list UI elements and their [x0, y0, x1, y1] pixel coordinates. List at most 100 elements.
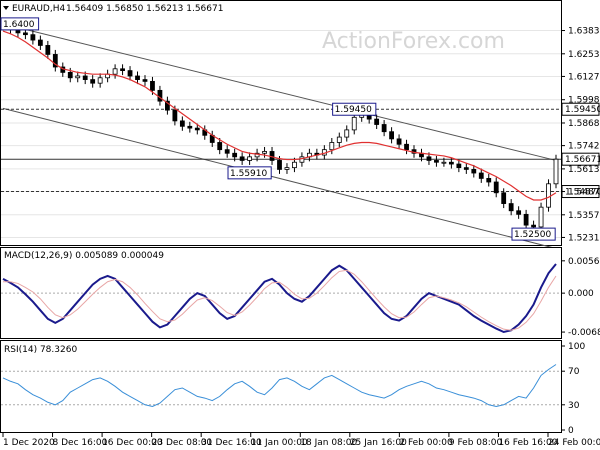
candle-body: [239, 156, 245, 161]
candle-body: [90, 79, 96, 84]
axis-tick-label: 0.000: [568, 289, 594, 299]
candle-body: [531, 224, 536, 228]
annotation-box: [0, 17, 40, 31]
candle-body: [187, 125, 193, 129]
candle-body: [553, 158, 559, 185]
time-tick-label: 16 Dec 00:00: [102, 438, 163, 448]
candle-body: [441, 161, 447, 164]
candle-body: [538, 206, 544, 228]
rsi-line: [2, 364, 557, 408]
watermark: ActionForex.com: [322, 29, 505, 54]
price-header: EURAUD,H4 1.56409 1.56850 1.56213 1.5667…: [3, 4, 223, 14]
candle-body: [112, 68, 118, 75]
rsi-panel-frame: [0, 340, 562, 433]
axis-tick-label: -0.006812: [568, 328, 600, 338]
price-tick-label: 1.56130: [568, 165, 600, 175]
candle-body: [262, 151, 267, 154]
candle-body: [52, 54, 58, 68]
annotations: 1.6400 1.59450 1.55910 1.52500: [0, 17, 556, 241]
candle-body: [404, 143, 409, 151]
candle-body: [45, 45, 51, 55]
signal-line: [3, 269, 557, 331]
candle-body: [127, 70, 133, 77]
macd-axis: 0.005656 0.000 -0.006812: [561, 257, 600, 338]
axis-tick-label: 0: [568, 426, 574, 436]
candle-body: [426, 156, 432, 161]
candle-body: [82, 75, 88, 80]
candle-body: [142, 79, 148, 82]
time-tick-label: 18 Jan 08:00: [300, 438, 357, 448]
candle-body: [508, 203, 514, 212]
candle-body: [172, 109, 178, 122]
candle-body: [463, 167, 469, 170]
candle-body: [194, 127, 200, 131]
rsi-title: RSI(14) 78.3260: [4, 345, 77, 355]
candle-body: [381, 124, 387, 133]
price-panel: ActionForex.com 1.59450 1.56671 1.54870 1.…: [0, 0, 600, 249]
price-tick-label: 1.54870: [568, 188, 600, 198]
rsi-lines: [2, 364, 557, 408]
channel-lower-line: [2, 107, 557, 249]
rsi-grid: [1, 370, 561, 406]
candle-body: [516, 210, 522, 215]
price-tick-label: 1.63830: [568, 27, 600, 37]
candle-body: [448, 161, 454, 165]
candle-body: [351, 116, 357, 131]
candle-body: [23, 32, 28, 36]
ohlc-quote: 1.56409 1.56850 1.56213 1.56671: [66, 4, 223, 14]
time-tick-label: 16 Feb 16:00: [498, 438, 557, 448]
candle-body: [389, 131, 394, 140]
candle-body: [247, 156, 253, 161]
annotation-label: 1.59450: [335, 105, 372, 115]
time-tick-label: 9 Feb 08:00: [449, 438, 503, 448]
channel-lines: [2, 23, 557, 249]
axis-tick-label: 30: [568, 401, 580, 411]
candles: [0, 19, 559, 232]
candle-body: [179, 120, 185, 127]
candle-body: [396, 138, 402, 145]
sma-line-group: [2, 30, 557, 201]
candle-body: [493, 181, 499, 194]
level-label-box: [561, 152, 600, 166]
time-tick-label: 11 Jan 00:00: [251, 438, 308, 448]
time-tick-label: 23 Dec 08:00: [152, 438, 213, 448]
candle-body: [232, 152, 238, 158]
macd-line: [2, 263, 557, 334]
price-tick-label: 1.52315: [568, 233, 600, 243]
candle-body: [254, 152, 260, 158]
price-tick-label: 1.59980: [568, 96, 600, 106]
horizontal-levels: 1.59450 1.56671 1.54870: [1, 102, 600, 199]
price-tick-label: 1.57425: [568, 142, 600, 152]
candle-body: [478, 172, 484, 179]
annotation-label: 1.55910: [230, 169, 267, 179]
level-label-box: [561, 102, 600, 116]
candle-body: [434, 160, 439, 163]
annotation-label: 1.52500: [514, 230, 551, 240]
price-axis: 1.63830 1.62535 1.61275 1.59980 1.58685 1.574…: [561, 27, 600, 243]
macd-title: MACD(12,26,9) 0.005089 0.000049: [4, 251, 164, 261]
candle-body: [67, 71, 73, 79]
macd-panel: 0.005656 0.000 -0.006812 MACD(12,26,9) 0.0…: [0, 247, 600, 339]
price-tick-label: 1.62535: [568, 50, 600, 60]
level-label: 1.59450: [565, 105, 600, 115]
candle-body: [224, 149, 230, 154]
sma-line: [2, 30, 557, 201]
candle-body: [157, 89, 163, 102]
candle-body: [284, 167, 290, 170]
candle-body: [374, 118, 380, 125]
candle-body: [165, 100, 170, 111]
candle-body: [456, 163, 462, 169]
candle-body: [523, 213, 529, 226]
annotation-label: 1.6400: [3, 20, 35, 30]
candle-body: [471, 169, 477, 174]
annotation-box: [227, 166, 272, 180]
time-tick-label: 25 Jan 16:00: [350, 438, 407, 448]
price-tick-label: 1.61275: [568, 72, 600, 82]
candle-body: [292, 161, 297, 169]
annotation-box: [332, 102, 377, 116]
channel-upper-line: [2, 23, 557, 161]
symbol-dropdown-icon[interactable]: [3, 6, 9, 10]
symbol-label: EURAUD,H4: [12, 4, 65, 14]
level-label: 1.56671: [565, 155, 600, 165]
